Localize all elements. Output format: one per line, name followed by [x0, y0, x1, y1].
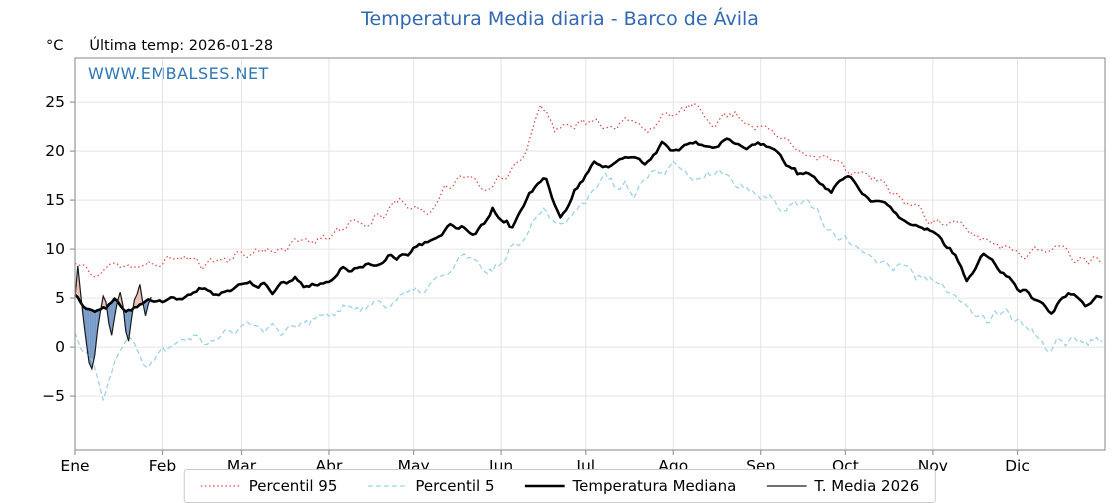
y-axis-unit-label: °C: [46, 38, 64, 54]
y-tick-label: 10: [45, 240, 65, 258]
fill-below-median: [112, 300, 114, 331]
y-tick-label: 25: [45, 93, 65, 111]
fill-below-median: [127, 309, 129, 342]
fill-below-median: [110, 302, 112, 336]
fill-below-median: [94, 311, 96, 355]
percentil-95-line-icon: [200, 485, 241, 487]
fill-below-median: [87, 309, 89, 358]
fill-below-median: [92, 310, 94, 366]
fill-below-median: [126, 310, 128, 337]
fill-below-median: [109, 303, 111, 330]
legend: Percentil 95 Percentil 5 Temperatura Med…: [183, 469, 937, 503]
y-tick-label: −5: [42, 387, 65, 405]
plot-header: °C Última temp: 2026-01-28: [46, 38, 273, 54]
percentil-5-line-icon: [367, 485, 408, 487]
fill-above-median: [137, 289, 139, 307]
fill-below-median: [94, 311, 95, 359]
t-media-2026-line: [74, 265, 152, 371]
legend-entry-percentil-95: Percentil 95: [200, 477, 338, 495]
percentil-95-line: [74, 102, 1103, 278]
mediana-line-icon: [524, 484, 565, 488]
fill-below-median: [86, 308, 87, 348]
fill-below-median: [93, 310, 95, 362]
x-tick-label: Feb: [149, 457, 176, 475]
mediana-line: [74, 137, 1103, 315]
fill-below-median: [91, 310, 93, 369]
watermark: WWW.EMBALSES.NET: [88, 64, 269, 83]
x-tick-label: Dic: [1005, 457, 1030, 475]
fill-above-median: [103, 296, 104, 308]
fill-above-median: [139, 284, 140, 306]
y-tick-label: 20: [45, 142, 65, 160]
legend-label: T. Media 2026: [814, 477, 920, 495]
y-tick-label: 0: [55, 338, 65, 356]
fill-below-median: [90, 309, 92, 368]
fill-above-median: [135, 295, 137, 308]
fill-above-median: [103, 297, 105, 308]
legend-label: Percentil 5: [415, 477, 495, 495]
legend-entry-percentil-5: Percentil 5: [367, 477, 494, 495]
legend-entry-media-2026: T. Media 2026: [766, 477, 919, 495]
fill-above-median: [137, 291, 138, 308]
fill-below-median: [88, 309, 90, 363]
plot-border: [74, 57, 1106, 451]
last-temp-label: Última temp: 2026-01-28: [89, 38, 274, 54]
fill-below-median: [111, 301, 113, 336]
y-tick-label: 15: [45, 191, 65, 209]
chart-title: Temperatura Media diaria - Barco de Ávil…: [361, 8, 759, 30]
fill-below-median: [110, 302, 111, 333]
fill-above-median: [138, 286, 140, 306]
fill-below-median: [89, 309, 90, 365]
legend-entry-mediana: Temperatura Mediana: [524, 477, 736, 495]
fill-below-median: [86, 308, 88, 353]
legend-label: Temperatura Mediana: [572, 477, 737, 495]
fill-below-median: [89, 309, 91, 366]
x-tick-label: Ene: [60, 457, 89, 475]
y-tick-label: 5: [55, 289, 65, 307]
fill-above-median: [136, 294, 138, 308]
media-2026-line-icon: [766, 485, 807, 487]
percentil-5-line: [74, 160, 1103, 401]
legend-label: Percentil 95: [248, 477, 338, 495]
fill-below-median: [127, 310, 128, 339]
fill-below-median: [91, 309, 92, 369]
